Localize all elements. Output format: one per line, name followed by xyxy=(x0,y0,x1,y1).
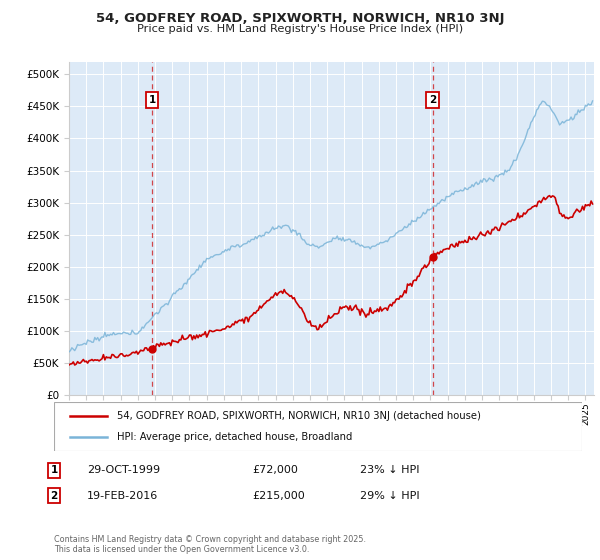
Text: 19-FEB-2016: 19-FEB-2016 xyxy=(87,491,158,501)
Text: 2: 2 xyxy=(429,95,436,105)
Text: 2: 2 xyxy=(50,491,58,501)
Text: £215,000: £215,000 xyxy=(252,491,305,501)
Text: 29-OCT-1999: 29-OCT-1999 xyxy=(87,465,160,475)
Text: 54, GODFREY ROAD, SPIXWORTH, NORWICH, NR10 3NJ (detached house): 54, GODFREY ROAD, SPIXWORTH, NORWICH, NR… xyxy=(118,411,481,421)
Text: 1: 1 xyxy=(149,95,156,105)
Text: £72,000: £72,000 xyxy=(252,465,298,475)
Text: 23% ↓ HPI: 23% ↓ HPI xyxy=(360,465,419,475)
Text: 1: 1 xyxy=(50,465,58,475)
FancyBboxPatch shape xyxy=(54,402,582,451)
Text: 29% ↓ HPI: 29% ↓ HPI xyxy=(360,491,419,501)
Text: Price paid vs. HM Land Registry's House Price Index (HPI): Price paid vs. HM Land Registry's House … xyxy=(137,24,463,34)
Text: 54, GODFREY ROAD, SPIXWORTH, NORWICH, NR10 3NJ: 54, GODFREY ROAD, SPIXWORTH, NORWICH, NR… xyxy=(96,12,504,25)
Text: HPI: Average price, detached house, Broadland: HPI: Average price, detached house, Broa… xyxy=(118,432,353,442)
Text: Contains HM Land Registry data © Crown copyright and database right 2025.
This d: Contains HM Land Registry data © Crown c… xyxy=(54,535,366,554)
